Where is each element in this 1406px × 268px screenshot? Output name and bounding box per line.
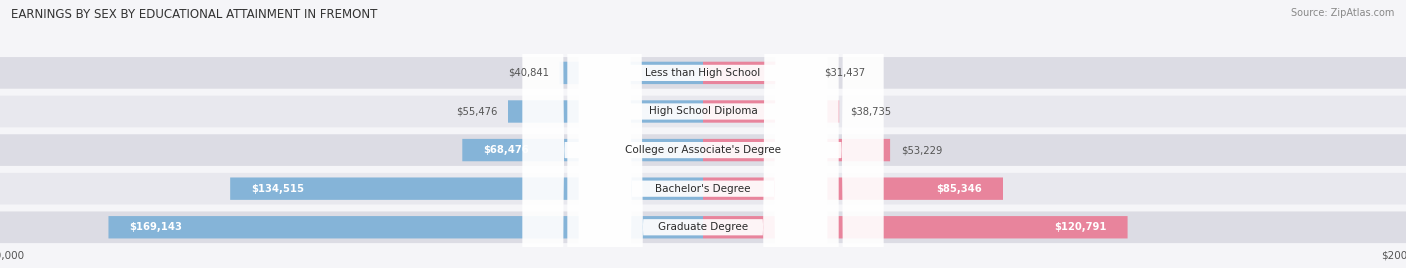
Text: EARNINGS BY SEX BY EDUCATIONAL ATTAINMENT IN FREMONT: EARNINGS BY SEX BY EDUCATIONAL ATTAINMEN… xyxy=(11,8,378,21)
FancyBboxPatch shape xyxy=(0,173,1406,204)
FancyBboxPatch shape xyxy=(703,100,839,123)
Text: Bachelor's Degree: Bachelor's Degree xyxy=(655,184,751,194)
FancyBboxPatch shape xyxy=(703,177,1002,200)
FancyBboxPatch shape xyxy=(0,57,1406,89)
Text: $38,735: $38,735 xyxy=(849,106,891,117)
Text: Less than High School: Less than High School xyxy=(645,68,761,78)
FancyBboxPatch shape xyxy=(463,139,703,161)
FancyBboxPatch shape xyxy=(703,216,1128,239)
FancyBboxPatch shape xyxy=(602,0,806,268)
Text: $55,476: $55,476 xyxy=(456,106,498,117)
Text: $40,841: $40,841 xyxy=(508,68,548,78)
FancyBboxPatch shape xyxy=(0,134,1406,166)
Text: Graduate Degree: Graduate Degree xyxy=(658,222,748,232)
FancyBboxPatch shape xyxy=(508,100,703,123)
Text: $120,791: $120,791 xyxy=(1054,222,1107,232)
Text: $134,515: $134,515 xyxy=(252,184,304,194)
Text: $169,143: $169,143 xyxy=(129,222,183,232)
Text: College or Associate's Degree: College or Associate's Degree xyxy=(626,145,780,155)
FancyBboxPatch shape xyxy=(0,211,1406,243)
FancyBboxPatch shape xyxy=(523,0,884,268)
Text: $31,437: $31,437 xyxy=(824,68,865,78)
Text: $53,229: $53,229 xyxy=(901,145,942,155)
FancyBboxPatch shape xyxy=(568,0,838,268)
Text: $68,476: $68,476 xyxy=(484,145,529,155)
FancyBboxPatch shape xyxy=(0,96,1406,127)
FancyBboxPatch shape xyxy=(591,0,815,268)
FancyBboxPatch shape xyxy=(703,62,814,84)
FancyBboxPatch shape xyxy=(579,0,827,268)
Text: $85,346: $85,346 xyxy=(936,184,981,194)
Text: Source: ZipAtlas.com: Source: ZipAtlas.com xyxy=(1291,8,1395,18)
Text: High School Diploma: High School Diploma xyxy=(648,106,758,117)
FancyBboxPatch shape xyxy=(108,216,703,239)
FancyBboxPatch shape xyxy=(560,62,703,84)
FancyBboxPatch shape xyxy=(231,177,703,200)
FancyBboxPatch shape xyxy=(703,139,890,161)
